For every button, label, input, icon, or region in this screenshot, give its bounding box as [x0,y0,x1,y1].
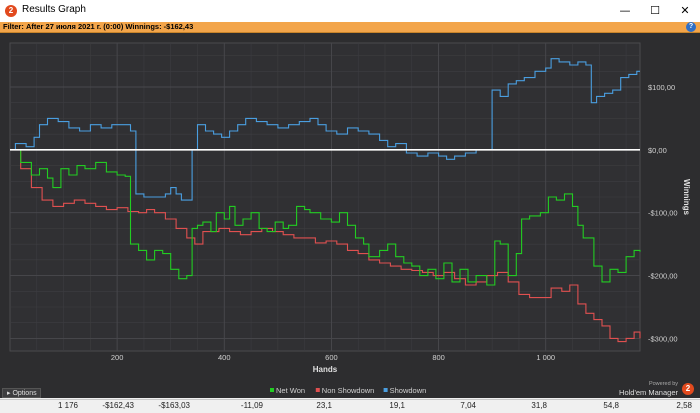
stat-all-in-adj: -$163,03 [158,401,190,410]
x-tick-label: 400 [218,353,231,362]
legend-label-net-won: Net Won [276,386,305,395]
series-line-showdown [10,58,640,201]
filter-label: Filter: [3,22,24,31]
series-line-non-showdown [10,149,641,343]
legend-label-showdown: Showdown [390,386,427,395]
x-tick-label: 800 [432,353,445,362]
results-chart: 200 400 600 800 1 000 $100,00 $0,00 -$100,00 -$2… [9,42,691,395]
filter-value: After 27 июля 2021 г. (0:00) Winnings: -… [25,22,194,31]
stat-pfr: 19,1 [389,401,405,410]
y-tick-label: $0,00 [648,146,667,155]
stat-bb100: -11,09 [240,401,263,410]
y-tick-label: -$100,00 [648,209,678,218]
minimize-button[interactable]: — [619,4,631,17]
x-tick-label: 600 [325,353,338,362]
help-icon[interactable]: ? [686,22,696,32]
y-axis-label: Winnings [682,179,691,215]
hm2-logo-icon: 2 [682,383,694,395]
filter-bar: Filter: After 27 июля 2021 г. (0:00) Win… [0,22,700,33]
stat-hands: 1 176 [57,401,78,410]
app-logo-icon: 2 [5,5,17,17]
y-tick-label: $100,00 [648,83,675,92]
legend-swatch-showdown [383,388,388,392]
window-title: Results Graph [22,4,86,15]
title-bar: 2 Results Graph — ☐ ✕ [0,0,700,22]
legend-swatch-net-won [270,388,274,392]
series-line-net-won [10,149,641,286]
options-button[interactable]: ▸ Options [2,388,41,398]
x-tick-label: 1 000 [536,353,555,362]
results-graph: 200 400 600 800 1 000 $100,00 $0,00 -$100,00 -$2… [0,33,700,398]
y-tick-label: -$300,00 [648,334,678,343]
stats-bar: 1 176 -$162,43 -$163,03 -11,09 23,1 19,1… [0,399,700,413]
brand-name: Hold'em Manager [619,388,678,397]
close-button[interactable]: ✕ [680,4,690,17]
legend-swatch-non-showdown [315,388,320,392]
stat-net-won: -$162,43 [102,401,134,410]
maximize-button[interactable]: ☐ [650,4,660,17]
filter-text: Filter: After 27 июля 2021 г. (0:00) Win… [3,21,193,33]
x-tick-label: 200 [111,353,124,362]
branding: Powered by Hold'em Manager [619,381,678,397]
x-axis-label: Hands [313,365,338,374]
options-arrow-icon: ▸ [7,390,11,397]
stat-af: 2,58 [676,401,692,410]
legend-label-non-showdown: Non Showdown [322,386,375,395]
y-tick-label: -$200,00 [648,272,678,281]
stat-vpip: 23,1 [316,401,332,410]
stat-3bet: 7,04 [460,401,476,410]
powered-by-text: Powered by [648,381,678,387]
stat-wsd: 54,8 [603,401,619,410]
stat-wtsd: 31,8 [531,401,547,410]
options-label: Options [12,390,37,397]
